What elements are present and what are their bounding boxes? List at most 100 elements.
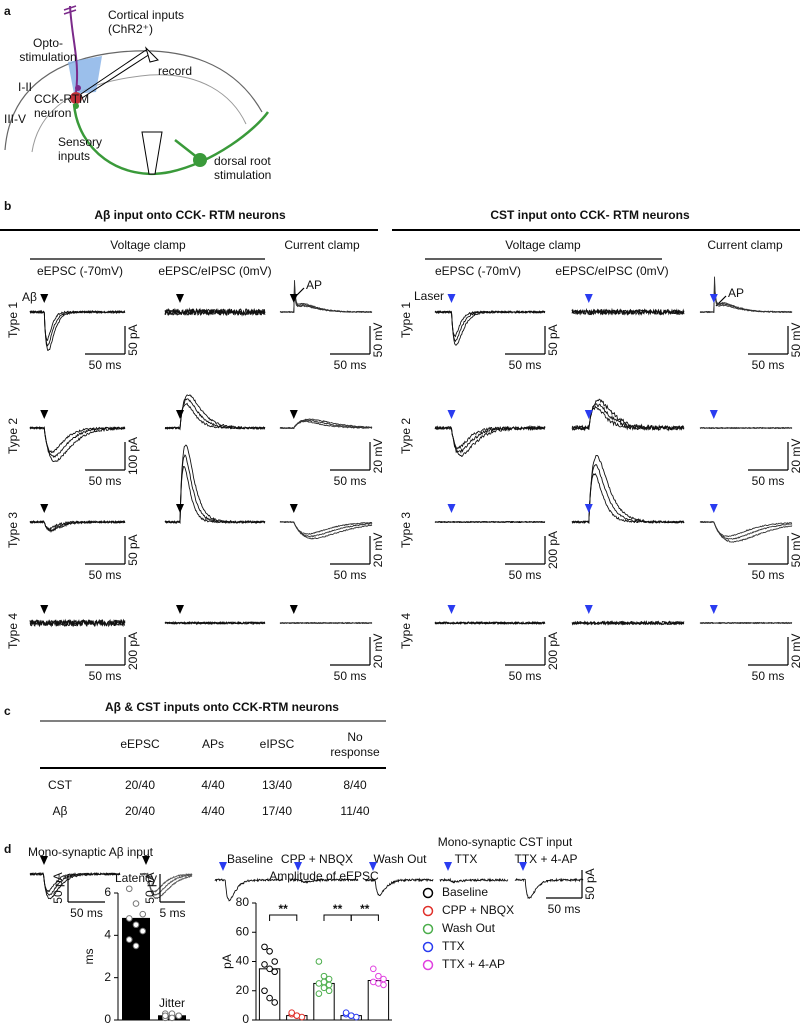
legend-marker (422, 887, 434, 899)
data-point (132, 942, 140, 950)
scale-label: 200 pA (546, 632, 560, 670)
stimulus-marker (709, 410, 718, 419)
scale-label: 50 pA (546, 324, 560, 355)
scale-label: 50 ms (334, 568, 367, 582)
stimulus-marker (289, 605, 298, 614)
scale-label: 50 ms (752, 568, 785, 582)
column-label: eEPSC (-70mV) (37, 264, 123, 278)
stimulus-marker (176, 294, 184, 303)
condition-label: TTX + 4-AP (514, 852, 577, 866)
category-label: Latency (115, 871, 157, 885)
diagram-label: CCK-RTM (34, 92, 89, 106)
data-point (266, 994, 273, 1002)
row-type-label: Type 2 (6, 418, 20, 454)
significance-bracket (350, 914, 379, 921)
panel-letter: c (4, 704, 11, 718)
stimulus-marker (176, 605, 184, 614)
trace (434, 621, 546, 626)
trace (29, 426, 126, 462)
trace (279, 521, 373, 540)
stimulus-marker (584, 294, 593, 303)
y-tick-label: 0 (242, 1012, 249, 1026)
diagram-label: inputs (58, 149, 90, 163)
legend-marker (422, 941, 434, 953)
scale-label: 50 pA (143, 872, 157, 903)
data-point (266, 947, 273, 955)
stimulus-marker (584, 605, 593, 614)
table-cell: 13/40 (262, 778, 292, 792)
table-header: response (330, 745, 380, 759)
scale-label: 50 pA (126, 324, 140, 355)
stimulus-marker (289, 410, 298, 419)
record-electrode (77, 49, 147, 97)
table-header: No (347, 730, 363, 744)
table-cell: 20/40 (125, 804, 155, 818)
table-cell: 4/40 (201, 778, 225, 792)
table-title: Aβ & CST inputs onto CCK-RTM neurons (105, 700, 339, 714)
root-branch (174, 139, 199, 159)
panel-subtitle: Mono-synaptic Aβ input (28, 845, 154, 859)
diagram-label: Cortical inputs (108, 8, 184, 22)
ap-label: AP (306, 278, 322, 292)
table-lines (40, 720, 386, 769)
panel-subtitle: Mono-synaptic CST input (438, 835, 573, 849)
scale-label: 50 ms (509, 358, 542, 372)
panel-letter: b (4, 199, 11, 213)
stimulus-label: Aβ (22, 290, 37, 304)
y-tick-label: 40 (236, 954, 250, 968)
data-point (320, 978, 328, 986)
trace (699, 276, 793, 314)
legend-marker (422, 905, 434, 917)
stimulus-marker (447, 504, 456, 513)
stimulus-marker (294, 862, 302, 871)
data-point (261, 943, 268, 951)
clamp-label: Voltage clamp (110, 238, 186, 252)
data-point (161, 1012, 169, 1020)
stimulus-marker (219, 862, 227, 871)
trace (214, 877, 284, 902)
data-point (139, 910, 147, 918)
trace (29, 619, 126, 628)
legend-label: Baseline (442, 885, 488, 899)
data-point (315, 990, 323, 997)
scale-label: 100 pA (126, 437, 140, 475)
condition-label: TTX (455, 852, 478, 866)
condition-label: Wash Out (374, 852, 428, 866)
trace (434, 310, 546, 346)
scale-label: 20 mV (789, 439, 800, 474)
scale-label: 50 ms (752, 474, 785, 488)
diagram-label: III-V (4, 112, 26, 126)
stimulus-marker (176, 410, 184, 419)
diagram-label: Opto- (33, 36, 63, 50)
data-point (261, 987, 268, 995)
stimulus-marker (369, 862, 377, 871)
stimulus-marker (40, 504, 49, 513)
y-tick-label: 20 (236, 983, 250, 997)
scale-label: 50 pA (583, 868, 597, 899)
ap-label: AP (728, 286, 744, 300)
diagram-label: stimulation (214, 168, 271, 182)
data-point (271, 958, 279, 965)
row-type-label: Type 4 (399, 613, 413, 649)
trace (29, 309, 126, 351)
stimulus-label: Laser (414, 289, 444, 303)
data-point (288, 1009, 296, 1016)
stimulus-marker (447, 410, 456, 419)
scale-label: 50 ms (89, 568, 122, 582)
table-header: eIPSC (260, 737, 295, 751)
scale-label: 5 ms (159, 906, 185, 920)
scale-label: 50 ms (752, 358, 785, 372)
fiber-cut (63, 9, 77, 15)
scale-label: 50 mV (789, 323, 800, 358)
bar (258, 968, 281, 1021)
scale-label: 50 ms (509, 568, 542, 582)
stimulus-marker (584, 410, 593, 419)
data-point (315, 958, 323, 965)
scale-label: 50 ms (89, 474, 122, 488)
row-type-label: Type 1 (6, 302, 20, 338)
legend-label: TTX (442, 939, 465, 953)
trace (289, 877, 359, 884)
data-point (325, 981, 333, 989)
diagram-label: record (158, 64, 192, 78)
